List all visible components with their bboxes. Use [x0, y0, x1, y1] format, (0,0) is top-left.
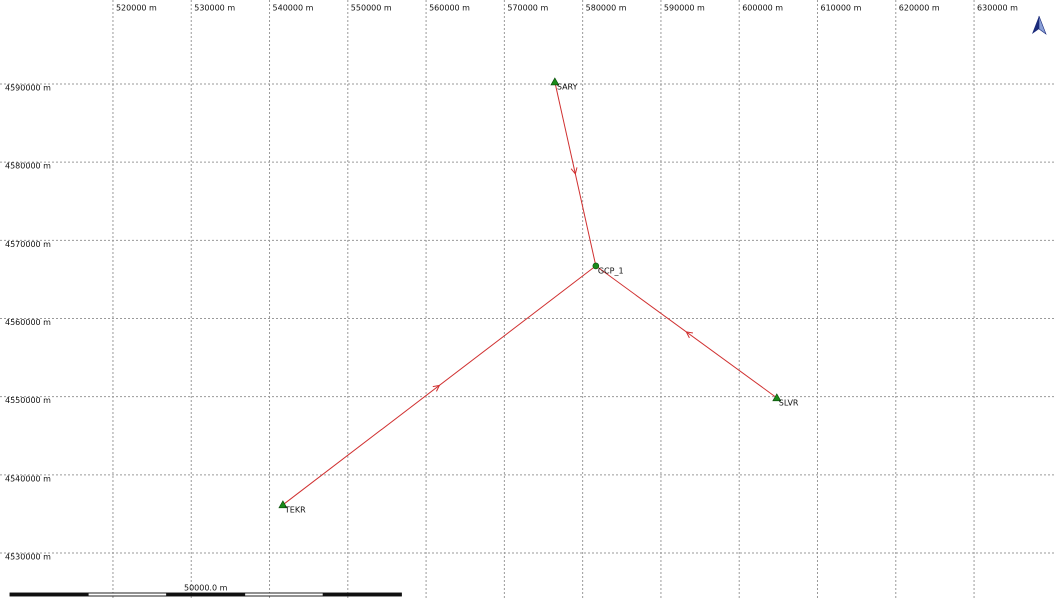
- x-tick-label: 610000 m: [820, 4, 861, 13]
- scale-label: 50000.0 m: [184, 584, 228, 593]
- y-tick-label: 4580000 m: [5, 162, 51, 171]
- x-tick-label: 590000 m: [664, 4, 705, 13]
- x-tick-label: 540000 m: [273, 4, 314, 13]
- station-marker: [592, 262, 600, 270]
- labels: 520000 m 530000 m 540000 m 550000 m 560000 m…: [5, 4, 1018, 562]
- y-tick-label: 4550000 m: [5, 396, 51, 405]
- y-tick-label: 4570000 m: [5, 240, 51, 249]
- scale-segment: [87, 592, 167, 597]
- y-tick-label: 4590000 m: [5, 83, 51, 92]
- x-tick-label: 550000 m: [351, 4, 392, 13]
- station-marker: [550, 77, 560, 86]
- station-marker: [772, 393, 782, 402]
- direction-arrow: [685, 331, 694, 339]
- stations: [278, 77, 782, 509]
- x-tick-label: 580000 m: [586, 4, 627, 13]
- scale-segment: [9, 592, 89, 597]
- direction-arrow: [570, 167, 578, 176]
- station-label: SLVR: [779, 398, 799, 407]
- scale-bar-length: [9, 592, 402, 597]
- x-tick-label: 570000 m: [507, 4, 548, 13]
- station-label: GCP_1: [598, 266, 624, 275]
- station-label: TEKR: [284, 505, 306, 514]
- y-tick-label: 4530000 m: [5, 553, 51, 562]
- station-label: SARY: [557, 82, 578, 91]
- station-marker: [278, 500, 288, 509]
- north-arrow: [1032, 15, 1047, 35]
- x-tick-label: 520000 m: [116, 4, 157, 13]
- x-tick-label: 530000 m: [194, 4, 235, 13]
- scale-segment: [166, 592, 246, 597]
- x-tick-label: 620000 m: [899, 4, 940, 13]
- y-tick-label: 4540000 m: [5, 474, 51, 483]
- y-tick-label: 4560000 m: [5, 318, 51, 327]
- x-tick-label: 560000 m: [429, 4, 470, 13]
- baselines: [282, 81, 778, 506]
- x-tick-label: 630000 m: [977, 4, 1018, 13]
- scale-segment: [244, 592, 324, 597]
- scale-segment: [322, 592, 402, 597]
- direction-arrow: [432, 384, 441, 392]
- scale-bar: 50000.0 m: [9, 584, 402, 597]
- x-tick-label: 600000 m: [742, 4, 783, 13]
